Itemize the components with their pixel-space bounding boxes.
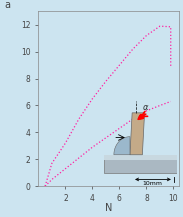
Polygon shape — [130, 113, 145, 155]
Polygon shape — [114, 137, 130, 155]
Text: $\alpha$: $\alpha$ — [142, 103, 149, 112]
Y-axis label: a: a — [4, 0, 10, 10]
Bar — [104, 155, 178, 173]
Text: 10mm: 10mm — [142, 181, 162, 186]
X-axis label: N: N — [105, 203, 112, 213]
Bar — [104, 155, 178, 160]
